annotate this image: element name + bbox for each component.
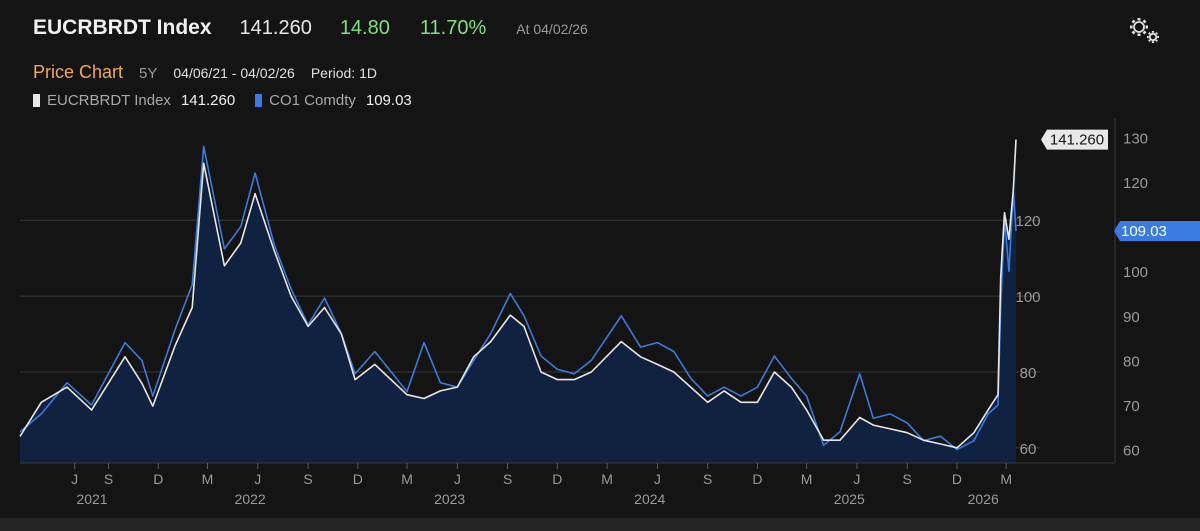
x-axis-tick-label: D xyxy=(952,471,962,487)
x-axis-tick-label: J xyxy=(654,471,661,487)
period-selector[interactable]: Period: 1D xyxy=(310,65,377,81)
legend-value-co1: 109.03 xyxy=(365,92,412,109)
left-axis-tick-label: 60 xyxy=(1020,441,1037,458)
percent-change: 11.70% xyxy=(419,17,487,39)
x-axis-tick-label: J xyxy=(254,471,261,487)
x-axis-tick-label: S xyxy=(503,471,512,487)
legend-swatch-eucrbrdt xyxy=(33,94,40,107)
legend-swatch-co1 xyxy=(255,94,263,107)
right-axis-tick-label: 70 xyxy=(1123,398,1140,415)
as-of-date: At 04/02/26 xyxy=(516,21,588,37)
x-axis-tick-label: M xyxy=(801,471,813,487)
right-axis-tick-label: 80 xyxy=(1123,353,1140,370)
right-axis-tick-label: 120 xyxy=(1123,175,1148,192)
ticker-title[interactable]: EUCRBRDT Index xyxy=(33,16,212,39)
x-axis-tick-label: S xyxy=(903,471,912,487)
last-value-tag-co1 xyxy=(1114,220,1200,241)
right-axis-tick-label: 100 xyxy=(1123,264,1148,281)
right-axis-tick-label: 130 xyxy=(1123,130,1148,147)
header: EUCRBRDT Index 141.260 14.80 11.70% At 0… xyxy=(33,16,588,46)
date-range[interactable]: 04/06/21 - 04/02/26 xyxy=(173,65,295,81)
x-axis-tick-label: D xyxy=(552,471,562,487)
x-axis-tick-label: M xyxy=(401,471,413,487)
last-price: 141.260 xyxy=(239,17,312,39)
x-axis-tick-label: M xyxy=(202,471,214,487)
x-axis-tick-label: D xyxy=(153,471,163,487)
area-fill-eucrbrdt xyxy=(20,139,1016,463)
legend: EUCRBRDT Index 141.260 CO1 Comdty 109.03 xyxy=(33,92,412,109)
left-axis-tick-label: 80 xyxy=(1020,365,1037,382)
x-axis-tick-label: M xyxy=(1000,471,1012,487)
x-axis-tick-label: M xyxy=(601,471,613,487)
x-axis-tick-label: J xyxy=(71,471,78,487)
x-axis-tick-label: D xyxy=(353,471,363,487)
x-axis-tick-label: D xyxy=(752,471,762,487)
last-value-label-co1: 109.03 xyxy=(1121,223,1167,240)
x-axis-tick-label: S xyxy=(703,471,712,487)
range-selector[interactable]: 5Y xyxy=(139,65,158,82)
x-axis-tick-label: S xyxy=(303,471,312,487)
x-axis-year-label: 2022 xyxy=(235,491,266,507)
legend-name-co1[interactable]: CO1 Comdty xyxy=(269,92,356,109)
subheader: Price Chart 5Y 04/06/21 - 04/02/26 Perio… xyxy=(33,62,377,83)
x-axis-year-label: 2021 xyxy=(76,491,107,507)
price-chart-title[interactable]: Price Chart xyxy=(33,62,124,82)
x-axis-tick-label: J xyxy=(454,471,461,487)
x-axis-year-label: 2023 xyxy=(434,491,465,507)
right-axis-tick-label: 90 xyxy=(1123,309,1140,326)
legend-value-eucrbrdt: 141.260 xyxy=(180,92,236,109)
x-axis-year-label: 2026 xyxy=(968,491,999,507)
right-axis-tick-label: 110 xyxy=(1123,220,1147,237)
left-axis-tick-label: 120 xyxy=(1015,213,1040,230)
x-axis-year-label: 2025 xyxy=(834,491,865,507)
last-value-tag-eucrbrdt xyxy=(1041,129,1108,150)
right-axis-tick-label: 60 xyxy=(1123,443,1140,460)
series-line-co1-comdty xyxy=(19,145,1017,451)
legend-name-eucrbrdt[interactable]: EUCRBRDT Index xyxy=(47,92,171,109)
last-value-label-eucrbrdt: 141.260 xyxy=(1050,132,1104,149)
net-change: 14.80 xyxy=(339,17,390,39)
bottom-bar xyxy=(0,518,1200,531)
left-axis-tick-label: 100 xyxy=(1015,289,1040,306)
settings-gear-icon[interactable] xyxy=(1128,16,1164,46)
x-axis-tick-label: J xyxy=(853,471,860,487)
series-line-eucrbrdt-index xyxy=(19,139,1017,449)
x-axis-tick-label: S xyxy=(104,471,113,487)
plot-background xyxy=(20,133,1116,463)
x-axis-year-label: 2024 xyxy=(634,491,665,507)
